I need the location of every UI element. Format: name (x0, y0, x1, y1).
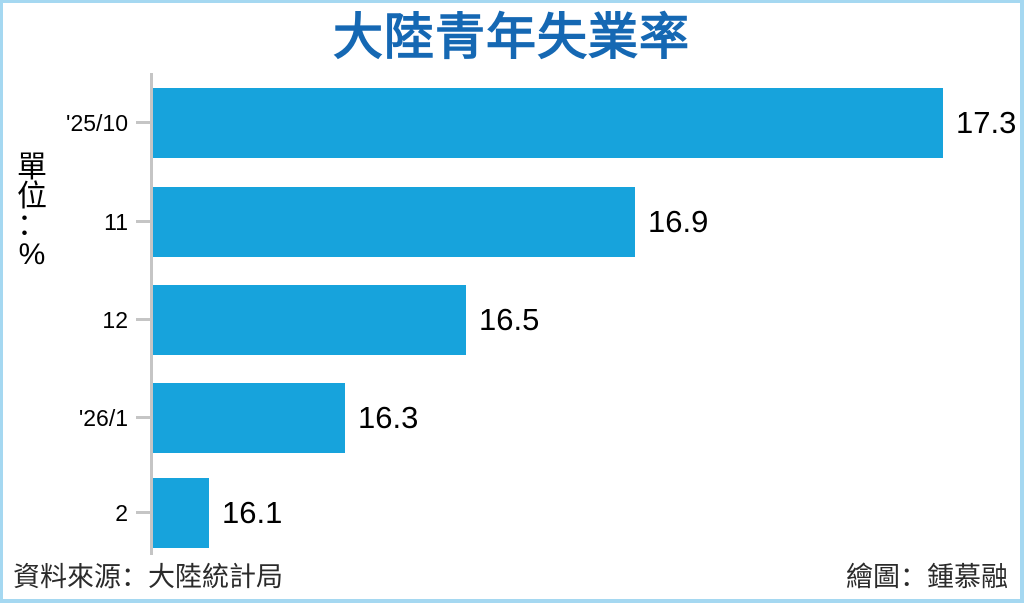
bar-12 (153, 285, 466, 355)
category-label: 12 (102, 306, 128, 333)
value-label: 17.3 (956, 105, 1017, 140)
category-label: 2 (115, 499, 128, 526)
axis-tick (136, 121, 150, 124)
unit-label-char: 位 (17, 180, 47, 213)
value-label: 16.5 (479, 302, 540, 337)
y-axis-line (150, 73, 153, 555)
category-label: 11 (104, 208, 128, 235)
unit-label-char: ： (17, 209, 47, 242)
bar-261 (153, 383, 345, 453)
bar-11 (153, 187, 635, 257)
unit-label-char: % (18, 238, 46, 271)
credit-note: 繪圖：鍾慕融 (846, 562, 1008, 592)
bar-2 (153, 478, 209, 548)
chart-title: 大陸青年失業率 (333, 9, 690, 65)
axis-tick (136, 416, 150, 419)
axis-tick (136, 220, 150, 223)
category-label: '26/1 (78, 404, 128, 431)
source-note: 資料來源：大陸統計局 (13, 562, 283, 592)
unit-label-char: 單 (17, 151, 47, 184)
axis-tick (136, 318, 150, 321)
value-label: 16.9 (648, 204, 709, 239)
value-label: 16.3 (358, 400, 419, 435)
unit-label: 單位：% (13, 151, 51, 271)
bar-2510 (153, 88, 943, 158)
axis-tick (136, 511, 150, 514)
category-label: '25/10 (66, 109, 128, 136)
value-label: 16.1 (222, 495, 283, 530)
